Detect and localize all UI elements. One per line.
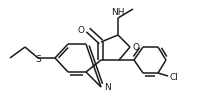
- Text: Cl: Cl: [170, 72, 179, 81]
- Text: N: N: [104, 82, 111, 91]
- Text: O: O: [133, 43, 140, 52]
- Text: O: O: [78, 26, 85, 35]
- Text: S: S: [35, 55, 41, 63]
- Text: NH: NH: [111, 8, 125, 17]
